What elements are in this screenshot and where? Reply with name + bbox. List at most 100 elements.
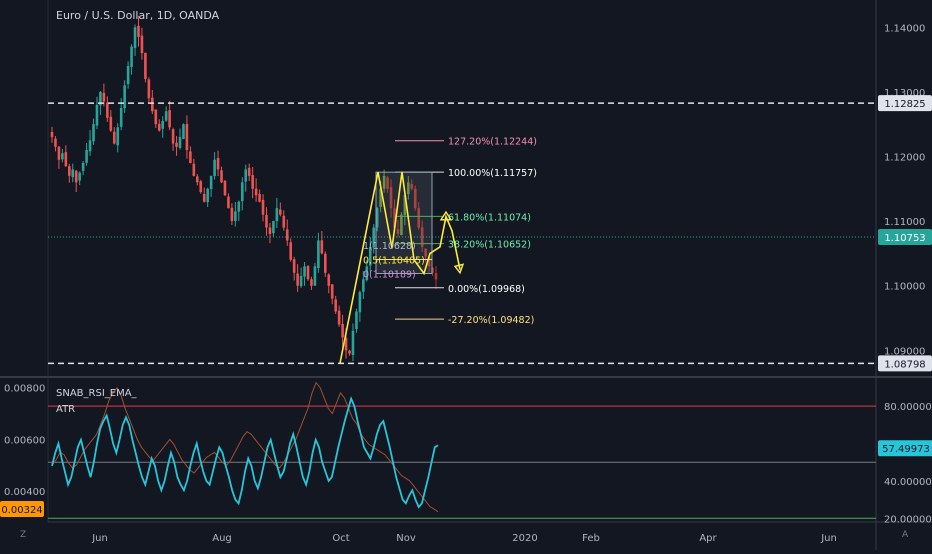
y-tick-label: 1.14000 xyxy=(884,23,925,34)
candle-body xyxy=(199,181,203,193)
candle-body xyxy=(389,187,393,209)
indicator-label-atr: ATR xyxy=(56,404,76,415)
candle-body xyxy=(106,102,109,118)
candle-body xyxy=(223,180,227,196)
candle-body xyxy=(434,273,438,280)
candle-body xyxy=(337,310,341,325)
candle-body xyxy=(413,188,417,209)
auto-scale-corner-label[interactable]: A xyxy=(902,530,909,540)
candle-body xyxy=(102,92,106,102)
candle-body xyxy=(216,158,220,170)
rsi-current-badge xyxy=(878,440,932,457)
candle-body xyxy=(268,227,272,235)
x-tick-label: Aug xyxy=(212,533,232,544)
candle-body xyxy=(78,172,81,181)
level-price-label: 1.08798 xyxy=(884,359,925,370)
atr-current-label: 0.00324 xyxy=(1,505,42,516)
candle-body xyxy=(420,227,424,247)
candle-body xyxy=(192,163,196,176)
candle-body xyxy=(88,140,92,152)
candle-body xyxy=(279,209,282,215)
candle-body xyxy=(296,273,299,286)
candle-body xyxy=(427,256,431,267)
candle-body xyxy=(112,131,116,144)
candle-body xyxy=(64,152,68,167)
level-price-badge xyxy=(878,355,932,372)
candle-body xyxy=(265,215,268,228)
candle-body xyxy=(182,124,185,139)
current-price-label: 1.10753 xyxy=(884,233,925,244)
y-tick-label: 1.13000 xyxy=(884,88,925,99)
pattern-label: 0(1.10189) xyxy=(363,269,416,280)
fib-level-label: 0.00%(1.09968) xyxy=(448,284,525,295)
candle-body xyxy=(320,240,324,254)
candle-body xyxy=(379,188,382,207)
y-tick-label: 1.10000 xyxy=(884,282,925,293)
candle-body xyxy=(175,142,178,147)
rsi-tick-label: 80.00000 xyxy=(884,402,932,413)
pattern-zigzag xyxy=(339,171,461,364)
indicator-label-rsi: SNAB_RSI_EMA_ xyxy=(56,388,137,399)
chart-title: Euro / U.S. Dollar, 1D, OANDA xyxy=(56,9,220,22)
candle-body xyxy=(154,109,158,125)
rsi-tick-label: 40.00000 xyxy=(884,477,932,488)
x-tick-label: Jun xyxy=(820,533,837,544)
rsi-line xyxy=(51,396,439,509)
candle-body xyxy=(396,229,400,235)
candle-body xyxy=(157,123,161,131)
candle-body xyxy=(261,199,265,215)
level-price-badge xyxy=(878,95,932,112)
candle-body xyxy=(431,267,434,273)
candle-body xyxy=(334,299,337,312)
y-tick-label: 1.09000 xyxy=(884,346,925,357)
candle-body xyxy=(310,279,313,286)
candle-body xyxy=(237,201,241,212)
fib-level-label: 100.00%(1.11757) xyxy=(448,168,537,179)
candle-body xyxy=(272,221,275,234)
candle-body xyxy=(227,196,230,209)
candle-body xyxy=(417,208,421,228)
candle-body xyxy=(178,137,182,148)
candle-body xyxy=(240,182,244,202)
candle-body xyxy=(140,35,144,54)
candle-body xyxy=(365,266,369,281)
candle-body xyxy=(209,175,213,190)
atr-tick-label: 0.00600 xyxy=(4,435,45,446)
fib-level-label: -27.20%(1.09482) xyxy=(448,315,534,326)
candle-body xyxy=(330,284,334,299)
candle-body xyxy=(368,246,372,266)
candle-body xyxy=(116,127,120,146)
candle-body xyxy=(258,193,261,202)
pattern-up-arrow xyxy=(439,210,453,221)
pattern-label: 0.5(1.10405) xyxy=(363,256,425,267)
candle-body xyxy=(189,151,192,163)
candle-body xyxy=(285,229,289,241)
candle-body xyxy=(130,46,133,67)
candle-body xyxy=(341,323,344,338)
timezone-corner-label[interactable]: Z xyxy=(20,530,27,540)
candle-body xyxy=(74,170,78,183)
candle-body xyxy=(195,176,199,183)
candle-body xyxy=(57,146,61,160)
candle-body xyxy=(372,227,376,248)
candle-body xyxy=(119,108,123,127)
candle-body xyxy=(151,97,154,112)
atr-tick-label: 0.00800 xyxy=(4,384,45,395)
candle-body xyxy=(133,27,137,49)
candle-body xyxy=(355,311,358,330)
candle-body xyxy=(95,104,99,126)
x-tick-label: 2020 xyxy=(512,533,537,544)
candle-body xyxy=(202,193,206,202)
candle-body xyxy=(299,276,303,287)
candle-body xyxy=(382,175,386,189)
candle-body xyxy=(362,279,365,292)
candle-body xyxy=(99,91,102,106)
candle-body xyxy=(424,248,427,257)
x-tick-label: Oct xyxy=(332,533,349,544)
candle-body xyxy=(282,215,286,228)
current-price-badge xyxy=(878,229,932,246)
pattern-label: 1(1.10628) xyxy=(363,241,416,252)
candle-body xyxy=(71,169,75,178)
candle-body xyxy=(50,131,54,138)
